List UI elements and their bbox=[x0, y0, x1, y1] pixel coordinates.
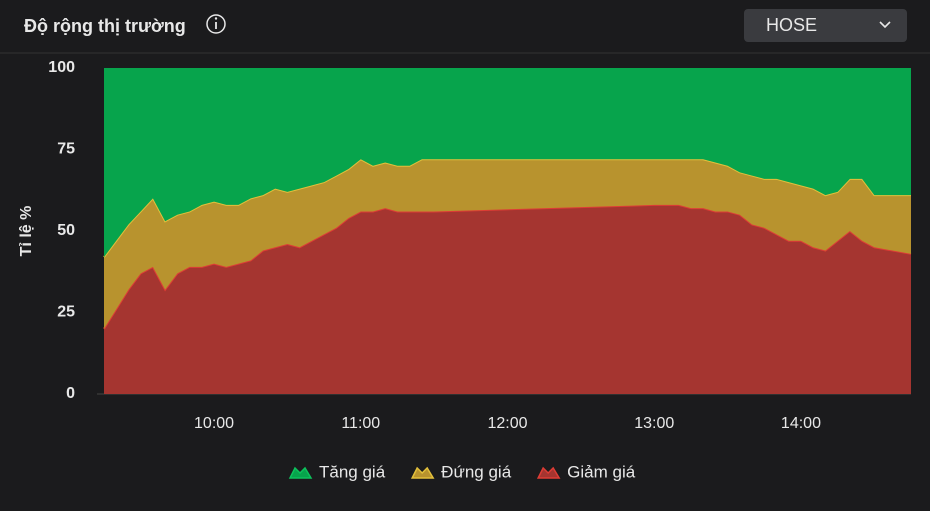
y-tick-label: 25 bbox=[57, 304, 75, 321]
legend-label: Giảm giá bbox=[567, 462, 636, 481]
dropdown-value: HOSE bbox=[766, 15, 817, 35]
area bbox=[104, 159, 911, 329]
y-axis-label: Tỉ lệ % bbox=[18, 206, 35, 257]
area bbox=[104, 68, 911, 258]
chart-title: Độ rộng thị trường bbox=[24, 16, 186, 36]
x-tick-label: 14:00 bbox=[781, 415, 821, 432]
legend-marker bbox=[288, 466, 313, 479]
y-tick-label: 50 bbox=[57, 222, 75, 239]
legend-marker bbox=[410, 466, 435, 479]
y-tick-label: 75 bbox=[57, 141, 75, 158]
x-tick-label: 13:00 bbox=[634, 415, 674, 432]
x-tick-label: 11:00 bbox=[341, 415, 380, 432]
legend-label: Đứng giá bbox=[441, 462, 512, 481]
y-tick-label: 0 bbox=[66, 385, 75, 402]
legend: Tăng giá Đứng giá Giảm giá bbox=[288, 462, 636, 481]
legend-marker bbox=[536, 466, 561, 479]
x-tick-label: 10:00 bbox=[194, 415, 234, 432]
legend-item[interactable]: Đứng giá bbox=[410, 462, 512, 481]
legend-item[interactable]: Tăng giá bbox=[288, 462, 386, 481]
x-tick-label: 12:00 bbox=[487, 415, 527, 432]
area bbox=[104, 204, 911, 394]
legend-item[interactable]: Giảm giá bbox=[536, 462, 636, 481]
market-dropdown[interactable]: HOSE bbox=[744, 9, 907, 42]
info-icon[interactable] bbox=[206, 14, 226, 34]
y-tick-label: 100 bbox=[48, 59, 75, 76]
legend-label: Tăng giá bbox=[319, 462, 386, 481]
